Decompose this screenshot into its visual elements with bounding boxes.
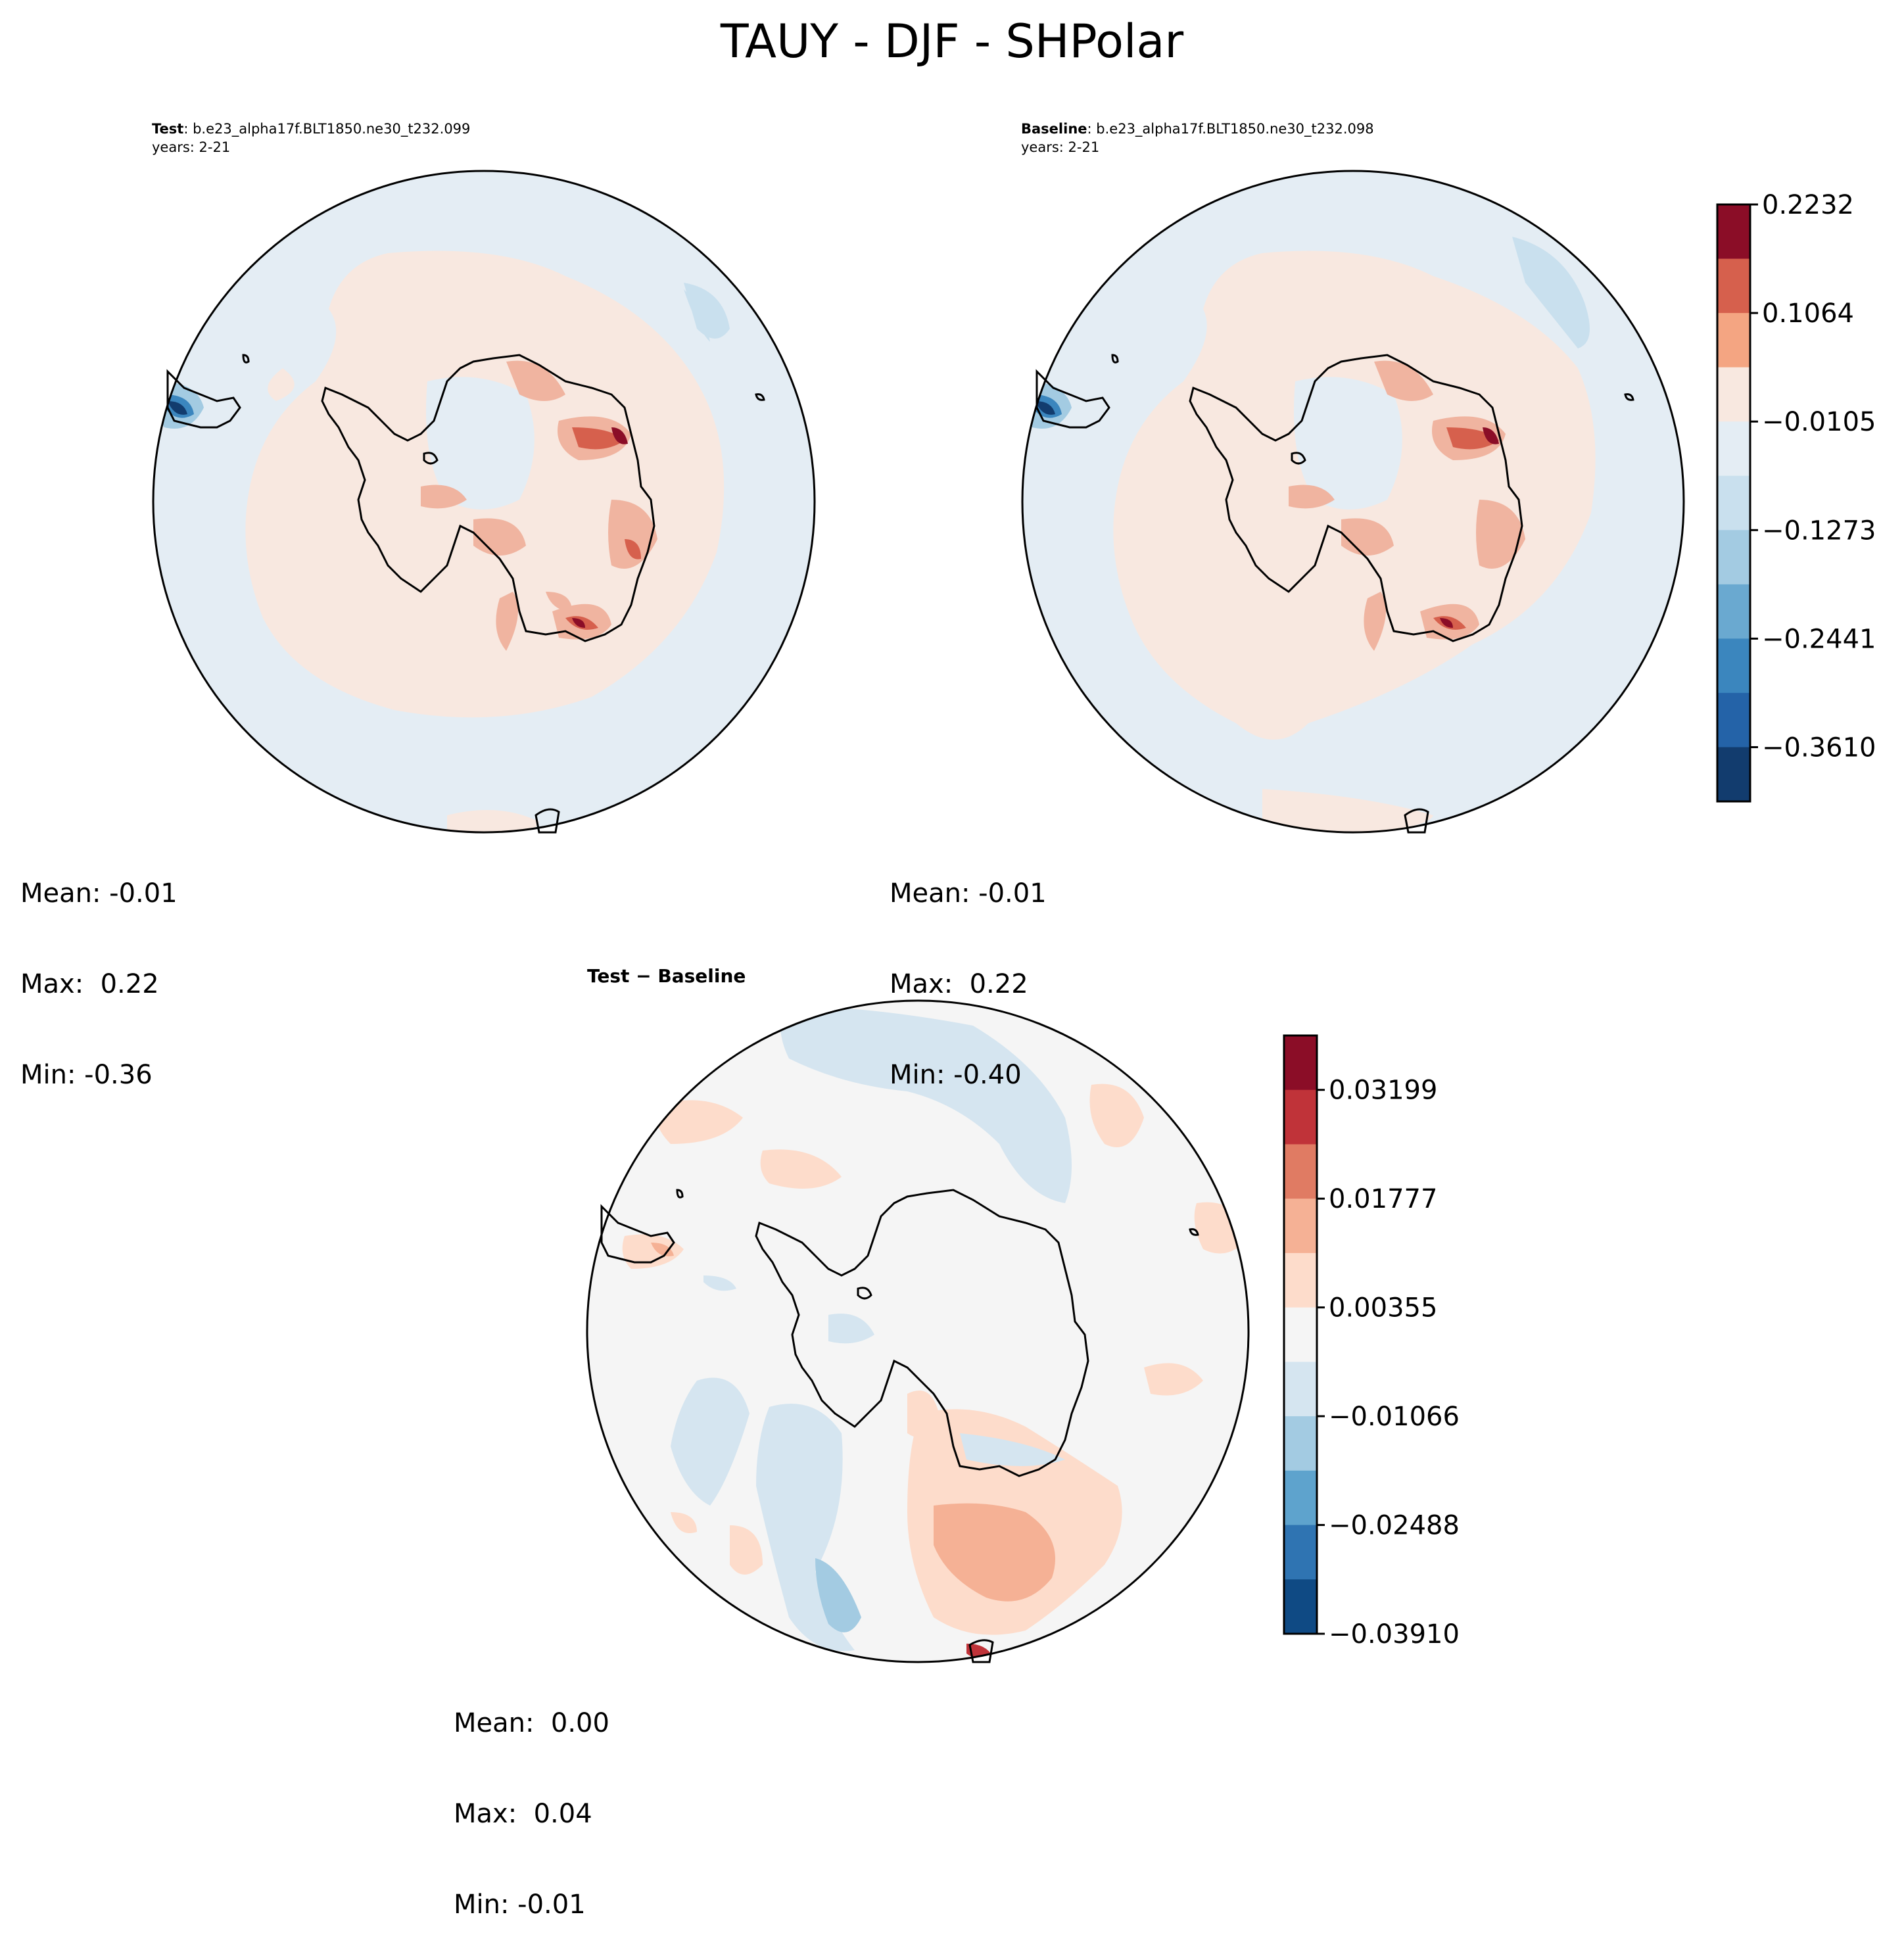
- test-neg-patch: [684, 283, 730, 339]
- baseline-case-name: b.e23_alpha17f.BLT1850.ne30_t232.098: [1096, 121, 1374, 137]
- test-years: years: 2-21: [152, 139, 231, 155]
- baseline-mean: Mean: -0.01: [890, 878, 1047, 909]
- diff-colorbar-swatch: [1284, 1089, 1317, 1145]
- baseline-stats: Mean: -0.01 Max: 0.22 Min: -0.40: [890, 818, 1047, 1120]
- diff-map-border: [586, 999, 1250, 1663]
- main-colorbar-tick-label: −0.0105: [1762, 407, 1876, 437]
- main-colorbar-swatch: [1717, 421, 1750, 477]
- diff-title: Test − Baseline: [587, 965, 746, 987]
- diff-salmon-region: [934, 1503, 1055, 1602]
- main-colorbar-swatch: [1717, 313, 1750, 368]
- main-colorbar-tick-label: 0.2232: [1762, 190, 1854, 220]
- diff-colorbar-swatch: [1284, 1252, 1317, 1308]
- diff-blue-arc: [780, 1006, 1072, 1203]
- test-coastlines: [166, 354, 765, 834]
- main-colorbar-tick-label: −0.3610: [1762, 732, 1876, 763]
- main-colorbar-tick-label: 0.1064: [1762, 298, 1854, 329]
- main-colorbar-tick-label: −0.2441: [1762, 624, 1876, 654]
- baseline-max: Max: 0.22: [890, 969, 1028, 999]
- diff-colorbar-swatch: [1284, 1307, 1317, 1362]
- baseline-header: Baseline: b.e23_alpha17f.BLT1850.ne30_t2…: [1021, 121, 1374, 137]
- main-colorbar-swatch: [1717, 584, 1750, 639]
- diff-max: Max: 0.04: [454, 1799, 592, 1829]
- diff-colorbar: 0.03199 0.01777 0.00355 −0.01066 −0.02488 −0.…: [1283, 1034, 1460, 1650]
- diff-map: [586, 999, 1250, 1663]
- diff-colorbar-tick-label: 0.00355: [1329, 1293, 1437, 1323]
- baseline-map-fill: [1022, 171, 1684, 832]
- test-stats: Mean: -0.01 Max: 0.22 Min: -0.36: [20, 818, 178, 1120]
- diff-colorbar-swatch: [1284, 1470, 1317, 1526]
- test-map-fill: [153, 171, 815, 832]
- baseline-neg-patch: [1512, 237, 1590, 348]
- figure-canvas: 0.2232 0.1064 −0.0105 −0.1273 −0.2441 −0.3610…: [152, 170, 1876, 1663]
- main-colorbar: 0.2232 0.1064 −0.0105 −0.1273 −0.2441 −0.3610: [1716, 190, 1876, 803]
- baseline-map: [1021, 170, 1685, 834]
- diff-colorbar-tick-label: 0.03199: [1329, 1076, 1437, 1106]
- baseline-map-border: [1021, 170, 1685, 834]
- diff-colorbar-swatch: [1284, 1144, 1317, 1199]
- baseline-years: years: 2-21: [1021, 139, 1100, 155]
- diff-colorbar-swatch: [1284, 1525, 1317, 1580]
- main-colorbar-tick-label: −0.1273: [1762, 515, 1876, 546]
- baseline-min: Min: -0.40: [890, 1060, 1022, 1090]
- main-colorbar-swatch: [1717, 258, 1750, 314]
- diff-colorbar-swatch: [1284, 1035, 1317, 1091]
- diff-stats: Mean: 0.00 Max: 0.04 Min: -0.01: [454, 1648, 609, 1950]
- figure-title: TAUY - DJF - SHPolar: [720, 14, 1184, 68]
- main-colorbar-swatch: [1717, 367, 1750, 422]
- main-colorbar-border: [1716, 203, 1751, 803]
- test-min: Min: -0.36: [20, 1060, 153, 1090]
- main-colorbar-swatch: [1717, 692, 1750, 748]
- diff-colorbar-tick-label: −0.02488: [1329, 1511, 1460, 1541]
- diff-mean: Mean: 0.00: [454, 1708, 609, 1738]
- main-colorbar-swatch: [1717, 475, 1750, 531]
- test-header: Test: b.e23_alpha17f.BLT1850.ne30_t232.0…: [152, 121, 471, 137]
- main-colorbar-swatch: [1717, 747, 1750, 802]
- test-max: Max: 0.22: [20, 969, 159, 999]
- test-map: [152, 170, 816, 834]
- diff-colorbar-swatch: [1284, 1579, 1317, 1634]
- test-interior-low: [426, 377, 535, 510]
- main-colorbar-swatch: [1717, 638, 1750, 694]
- diff-colorbar-swatch: [1284, 1199, 1317, 1254]
- test-map-border: [152, 170, 816, 834]
- diff-colorbar-tick-label: 0.01777: [1329, 1184, 1437, 1214]
- main-colorbar-swatch: [1717, 204, 1750, 260]
- diff-coastlines: [600, 1189, 1199, 1663]
- diff-colorbar-tick-label: −0.03910: [1329, 1619, 1460, 1650]
- diff-blue-patch-west: [671, 1377, 750, 1506]
- baseline-label: Baseline: [1021, 121, 1087, 137]
- main-colorbar-swatch: [1717, 530, 1750, 585]
- diff-colorbar-tick-label: −0.01066: [1329, 1402, 1460, 1432]
- test-case-name: b.e23_alpha17f.BLT1850.ne30_t232.099: [193, 121, 471, 137]
- test-mean: Mean: -0.01: [20, 878, 178, 909]
- baseline-coastlines: [1035, 354, 1634, 834]
- test-label: Test: [152, 121, 184, 137]
- diff-min: Min: -0.01: [454, 1890, 586, 1920]
- diff-colorbar-swatch: [1284, 1416, 1317, 1471]
- diff-colorbar-swatch: [1284, 1362, 1317, 1417]
- diff-map-fill: [587, 1001, 1249, 1662]
- diff-colorbar-border: [1283, 1034, 1318, 1635]
